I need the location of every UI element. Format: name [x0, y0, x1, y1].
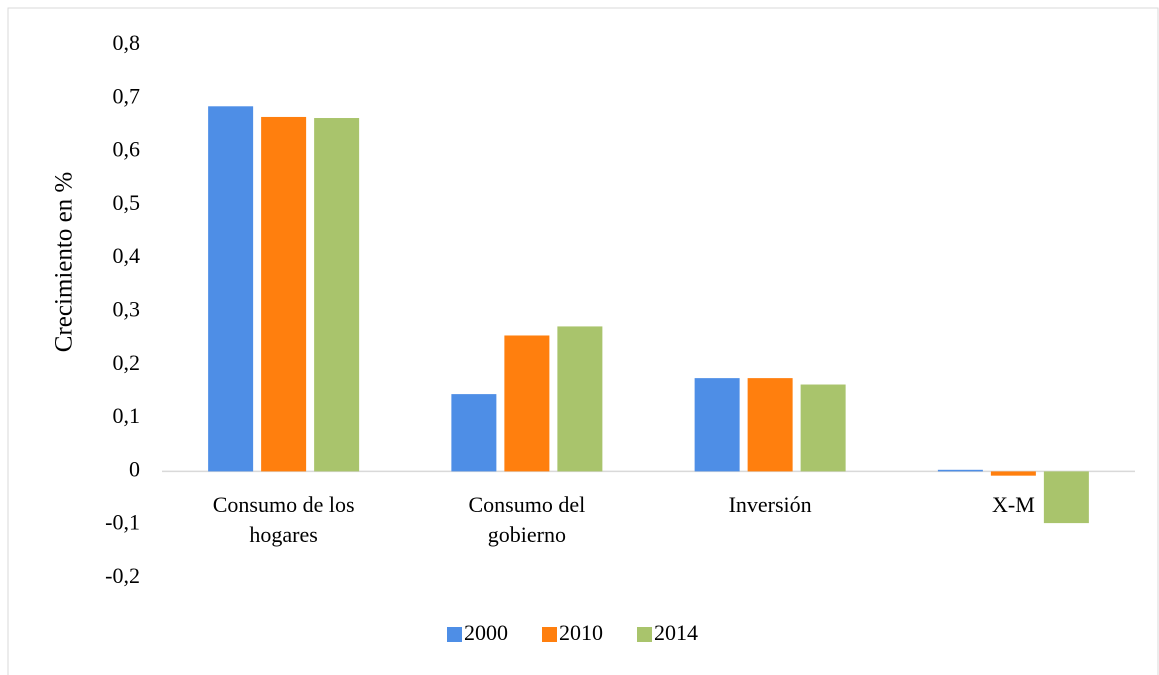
bar: [504, 335, 550, 472]
bar: [747, 378, 793, 472]
y-tick-label: 0,6: [113, 137, 141, 162]
x-tick-label: Consumo del gobierno: [468, 492, 586, 547]
y-tick-label: 0: [129, 456, 140, 481]
x-tick-label: Consumo de los hogares: [212, 492, 355, 547]
y-tick-label: -0,1: [105, 510, 140, 535]
bar: [694, 378, 740, 472]
y-tick-label: 0,2: [113, 350, 141, 375]
y-tick-label: 0,5: [113, 190, 141, 215]
y-tick-label: 0,4: [113, 243, 141, 268]
bar: [937, 469, 983, 472]
legend-label: 2000: [464, 620, 508, 645]
legend-swatch: [447, 627, 462, 642]
bar: [557, 326, 603, 472]
bar: [990, 471, 1036, 476]
y-tick-label: -0,2: [105, 563, 140, 588]
bar: [1043, 471, 1089, 524]
y-tick-label: 0,1: [113, 403, 141, 428]
chart-border: [7, 7, 1159, 675]
y-axis-label: Crecimiento en %: [51, 172, 78, 353]
bar: [261, 116, 307, 472]
bar: [314, 118, 360, 472]
bar: [800, 384, 846, 472]
legend-label: 2014: [654, 620, 698, 645]
x-tick-label: Inversión: [728, 492, 812, 517]
legend-swatch: [637, 627, 652, 642]
legend-swatch: [542, 627, 557, 642]
bar: [451, 394, 497, 472]
legend-label: 2010: [559, 620, 603, 645]
y-tick-label: 0,7: [113, 83, 141, 108]
y-tick-label: 0,3: [113, 297, 141, 322]
y-tick-label: 0,8: [113, 30, 141, 55]
x-tick-label: X-M: [991, 492, 1035, 517]
bar: [208, 106, 254, 472]
